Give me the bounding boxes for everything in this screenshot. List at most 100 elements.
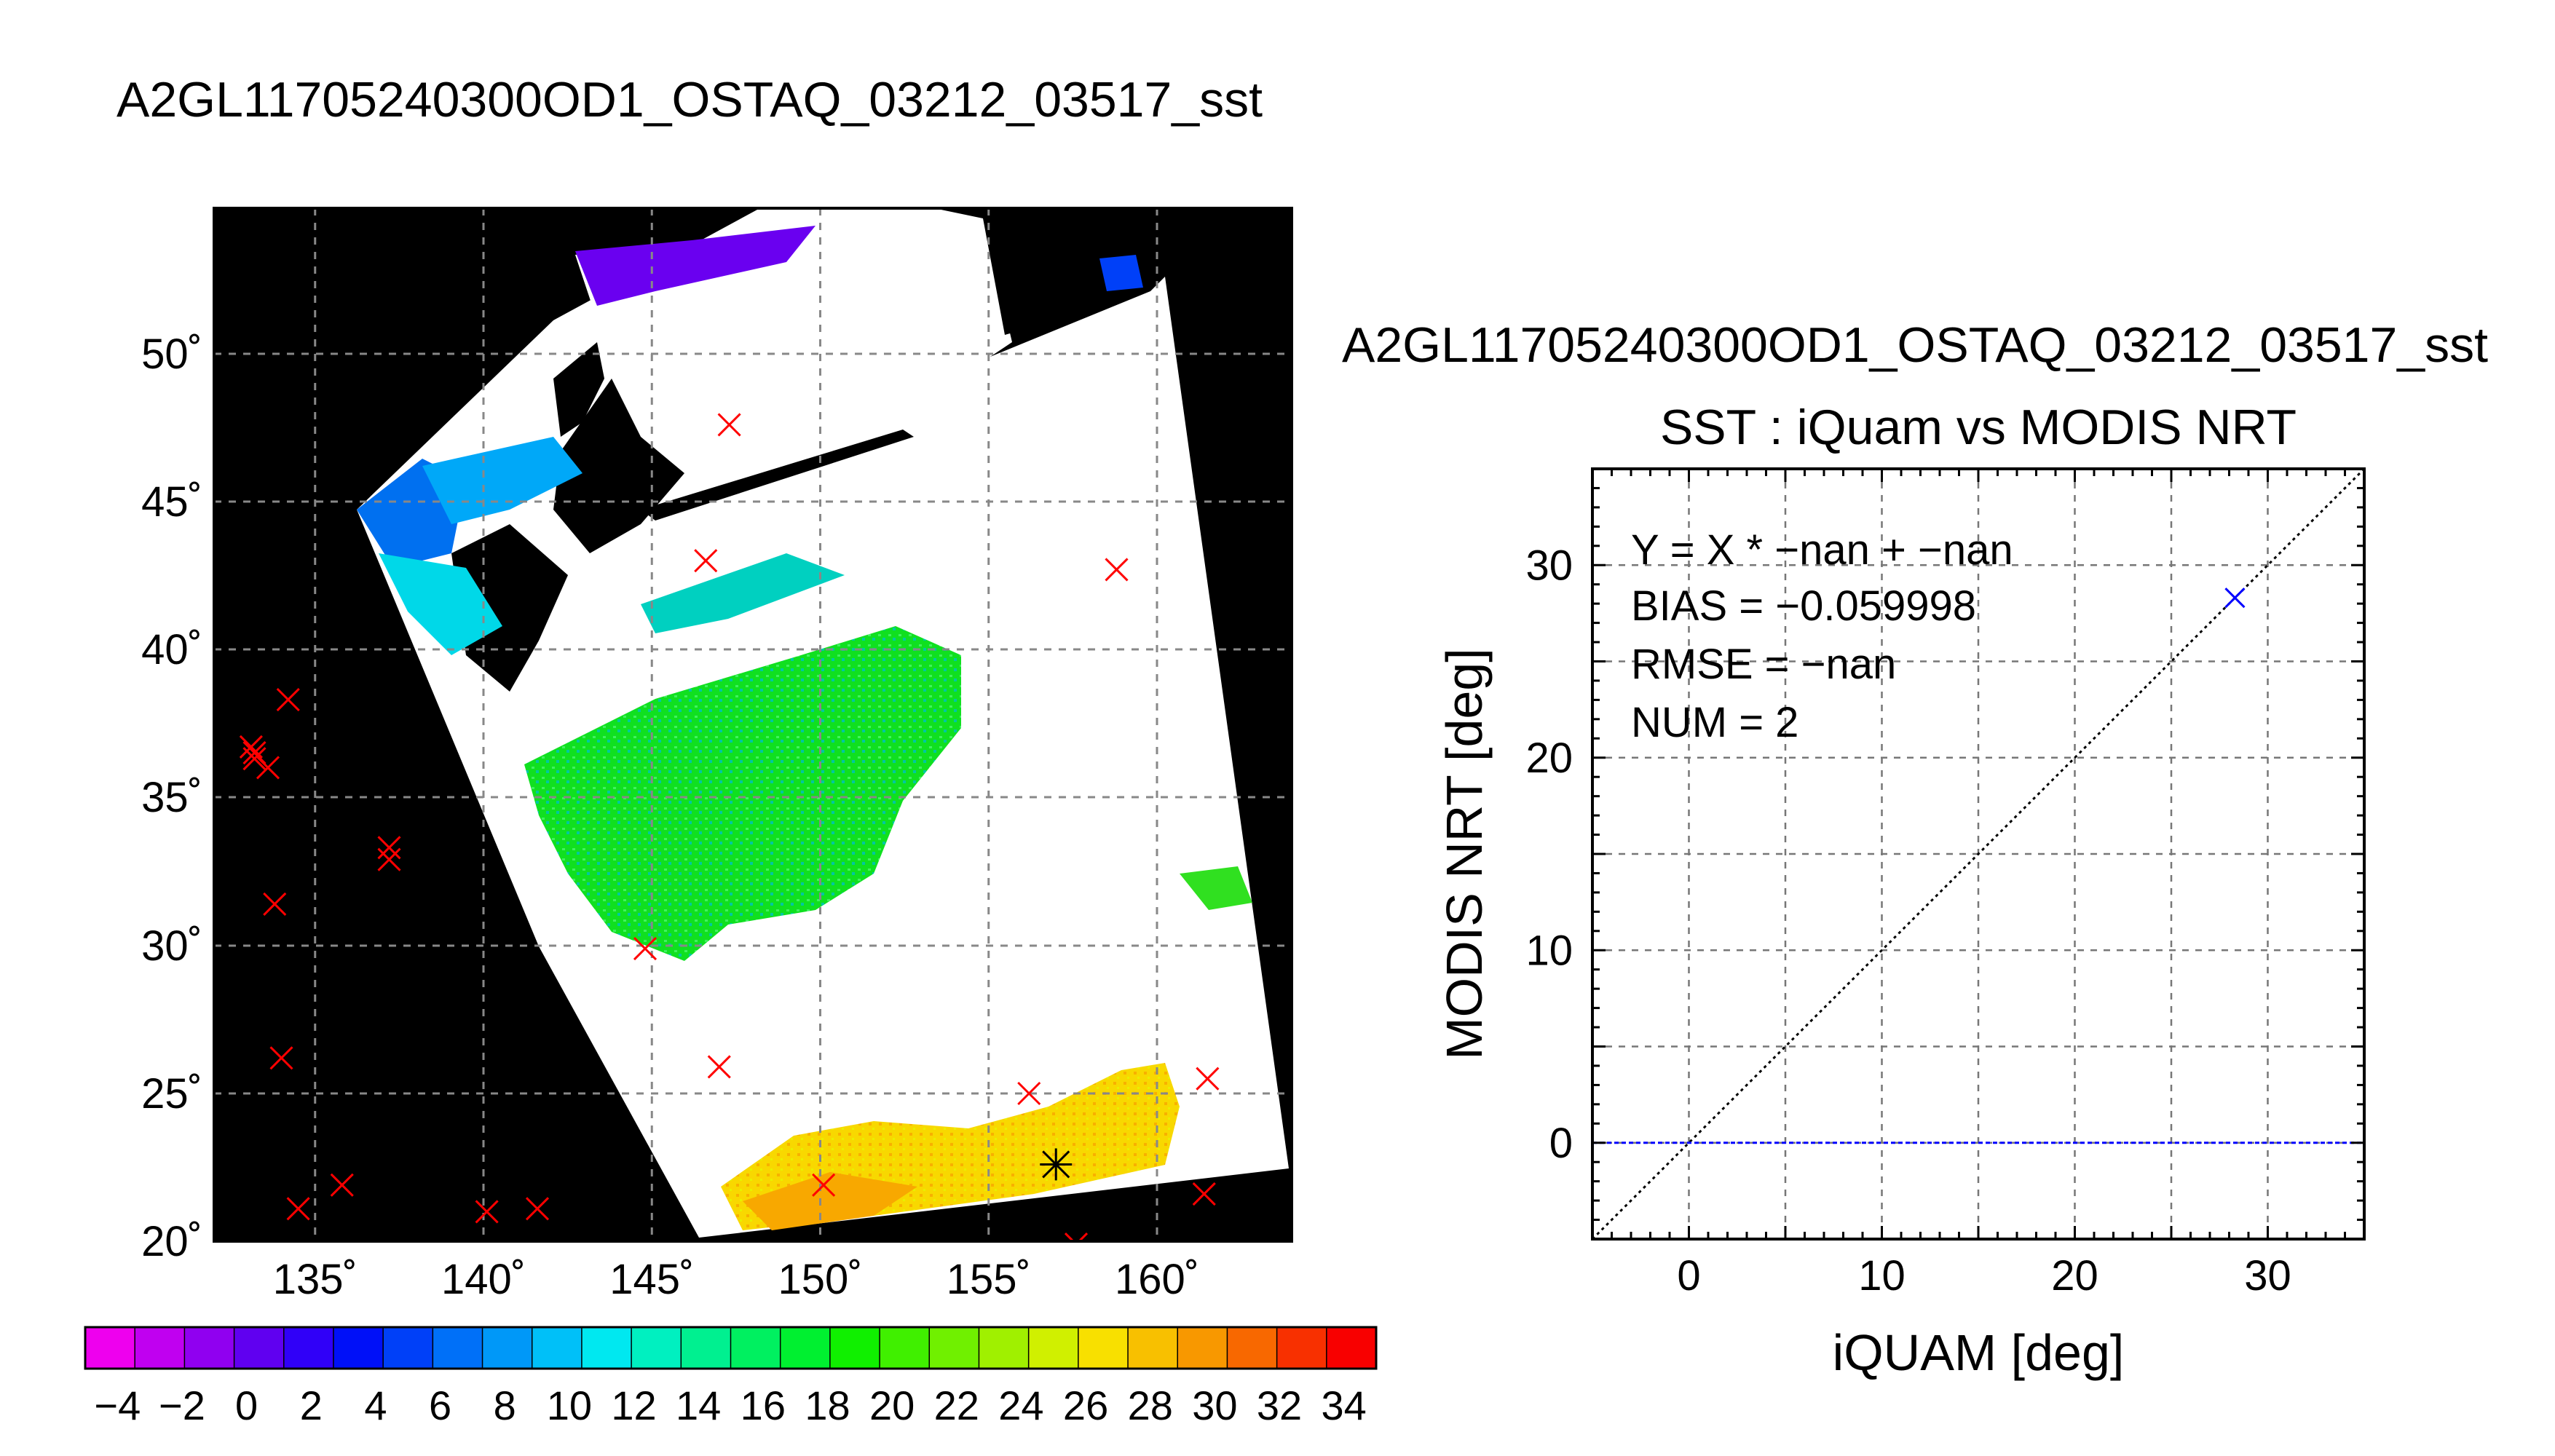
colorbar-segment [631,1326,682,1369]
scatter-x-tick-label: 10 [1858,1252,1906,1299]
map-lon-tick-label: 145˚ [609,1256,694,1303]
scatter-x-tick-labels: 0 10 20 30 [1677,1252,2291,1299]
buoy-marker [377,847,401,871]
buoy-marker [717,413,741,437]
colorbar-segment [730,1326,782,1369]
scatter-y-tick-label: 30 [1525,542,1573,589]
colorbar-segment [134,1326,186,1369]
colorbar-segment [84,1326,136,1369]
colorbar-segment [1276,1326,1328,1369]
colorbar-segment [382,1326,434,1369]
buoy-marker [242,741,266,765]
colorbar-label: 0 [235,1382,258,1428]
stats-rmse: RMSE = −nan [1631,641,1896,688]
colorbar-segment [531,1326,583,1369]
colorbar-segment [1078,1326,1129,1369]
scatter-plot-area [1592,469,2364,1239]
colorbar-segment [978,1326,1030,1369]
colorbar-label: 12 [611,1382,656,1428]
buoy-marker [286,1197,310,1221]
scatter-y-tick-label: 10 [1525,927,1573,974]
scatter-points [2224,587,2246,609]
colorbar-segment [1177,1326,1228,1369]
buoy-marker [330,1173,354,1197]
map-lat-tick-label: 35˚ [141,774,202,821]
buoy-marker [1064,1232,1089,1241]
colorbar-segment [680,1326,732,1369]
buoy-marker [242,747,266,771]
colorbar-segment [283,1326,335,1369]
colorbar-labels: −4 −2 0 2 4 6 8 10 12 14 16 18 20 22 24 26 28 30 32 34 [94,1382,1366,1428]
map-lat-tick-label: 40˚ [141,626,202,673]
colorbar-label: 34 [1322,1382,1367,1428]
colorbar-segment [829,1326,881,1369]
map-lat-tick-label: 25˚ [141,1070,202,1117]
colorbar-segment [1027,1326,1080,1369]
scatter-y-tick-labels: 0 10 20 30 [1525,542,1573,1167]
buoy-marker [1192,1182,1216,1206]
map-frame [213,207,1293,1243]
colorbar-segment [183,1326,235,1369]
colorbar-label: 30 [1192,1382,1237,1428]
stats-box: Y = X * −nan + −nan BIAS = −0.059998 RMS… [1631,526,2013,746]
buoy-marker [263,892,287,916]
buoy-markers [239,413,1220,1241]
colorbar-label: 22 [934,1382,979,1428]
land-mask [451,218,1136,692]
stats-bias: BIAS = −0.059998 [1631,582,1976,630]
map-lon-tick-label: 140˚ [441,1256,526,1303]
map-grid [214,208,1292,1241]
sst-patch-cyan [379,553,502,655]
buoy-marker [525,1197,550,1221]
buoy-marker [475,1200,499,1224]
colorbar-segment [233,1326,285,1369]
colorbar-label: −2 [159,1382,205,1428]
map-lon-tick-label: 155˚ [947,1256,1031,1303]
matchup-marker [1040,1148,1073,1181]
colorbar-label: 4 [364,1382,387,1428]
sst-patch-violet [575,226,816,306]
colorbar-label: 28 [1128,1382,1173,1428]
colorbar-label: 14 [676,1382,721,1428]
stats-fit: Y = X * −nan + −nan [1631,526,2013,574]
colorbar-label: 6 [429,1382,451,1428]
scatter-y-axis-label: MODIS NRT [deg] [1436,648,1493,1059]
colorbar-segment [928,1326,980,1369]
map-lon-tick-label: 160˚ [1115,1256,1199,1303]
buoy-marker [707,1055,731,1079]
buoy-marker [269,1046,293,1070]
map-lat-tick-label: 45˚ [141,478,202,526]
scatter-x-tick-label: 0 [1677,1252,1700,1299]
buoy-marker [633,936,657,961]
map-lon-ticks: 135˚ 140˚ 145˚ 150˚ 155˚ 160˚ [273,1256,1199,1303]
buoy-marker [377,836,401,860]
scatter-point [2224,587,2246,609]
buoy-marker [276,687,300,712]
scatter-x-axis-label: iQUAM [deg] [1833,1324,2125,1381]
scatter-x-tick-label: 30 [2244,1252,2291,1299]
colorbar-segment [779,1326,832,1369]
colorbar-label: −4 [94,1382,141,1428]
map-lon-tick-label: 135˚ [273,1256,358,1303]
scatter-title: SST : iQuam vs MODIS NRT [1660,400,2297,455]
map-lon-tick-label: 150˚ [778,1256,862,1303]
map-lat-tick-label: 30˚ [141,922,202,970]
scatter-y-tick-label: 0 [1549,1120,1573,1167]
land-sakhalin [553,342,604,437]
stats-num: NUM = 2 [1631,699,1798,746]
buoy-marker [1105,558,1129,582]
colorbar-label: 8 [494,1382,516,1428]
colorbar-label: 2 [300,1382,323,1428]
colorbar-segment [1326,1326,1378,1369]
scatter-file-title: A2GL11705240300OD1_OSTAQ_03212_03517_sst [1342,317,2488,373]
sst-patch-green-main [524,626,961,961]
colorbar-label: 18 [805,1382,850,1428]
colorbar-label: 26 [1063,1382,1108,1428]
buoy-marker [1017,1081,1041,1106]
colorbar-segment [481,1326,534,1369]
colorbar-segment [879,1326,931,1369]
sst-patch-green-east [1180,866,1252,910]
colorbar-label: 10 [547,1382,592,1428]
scatter-x-tick-label: 20 [2051,1252,2098,1299]
